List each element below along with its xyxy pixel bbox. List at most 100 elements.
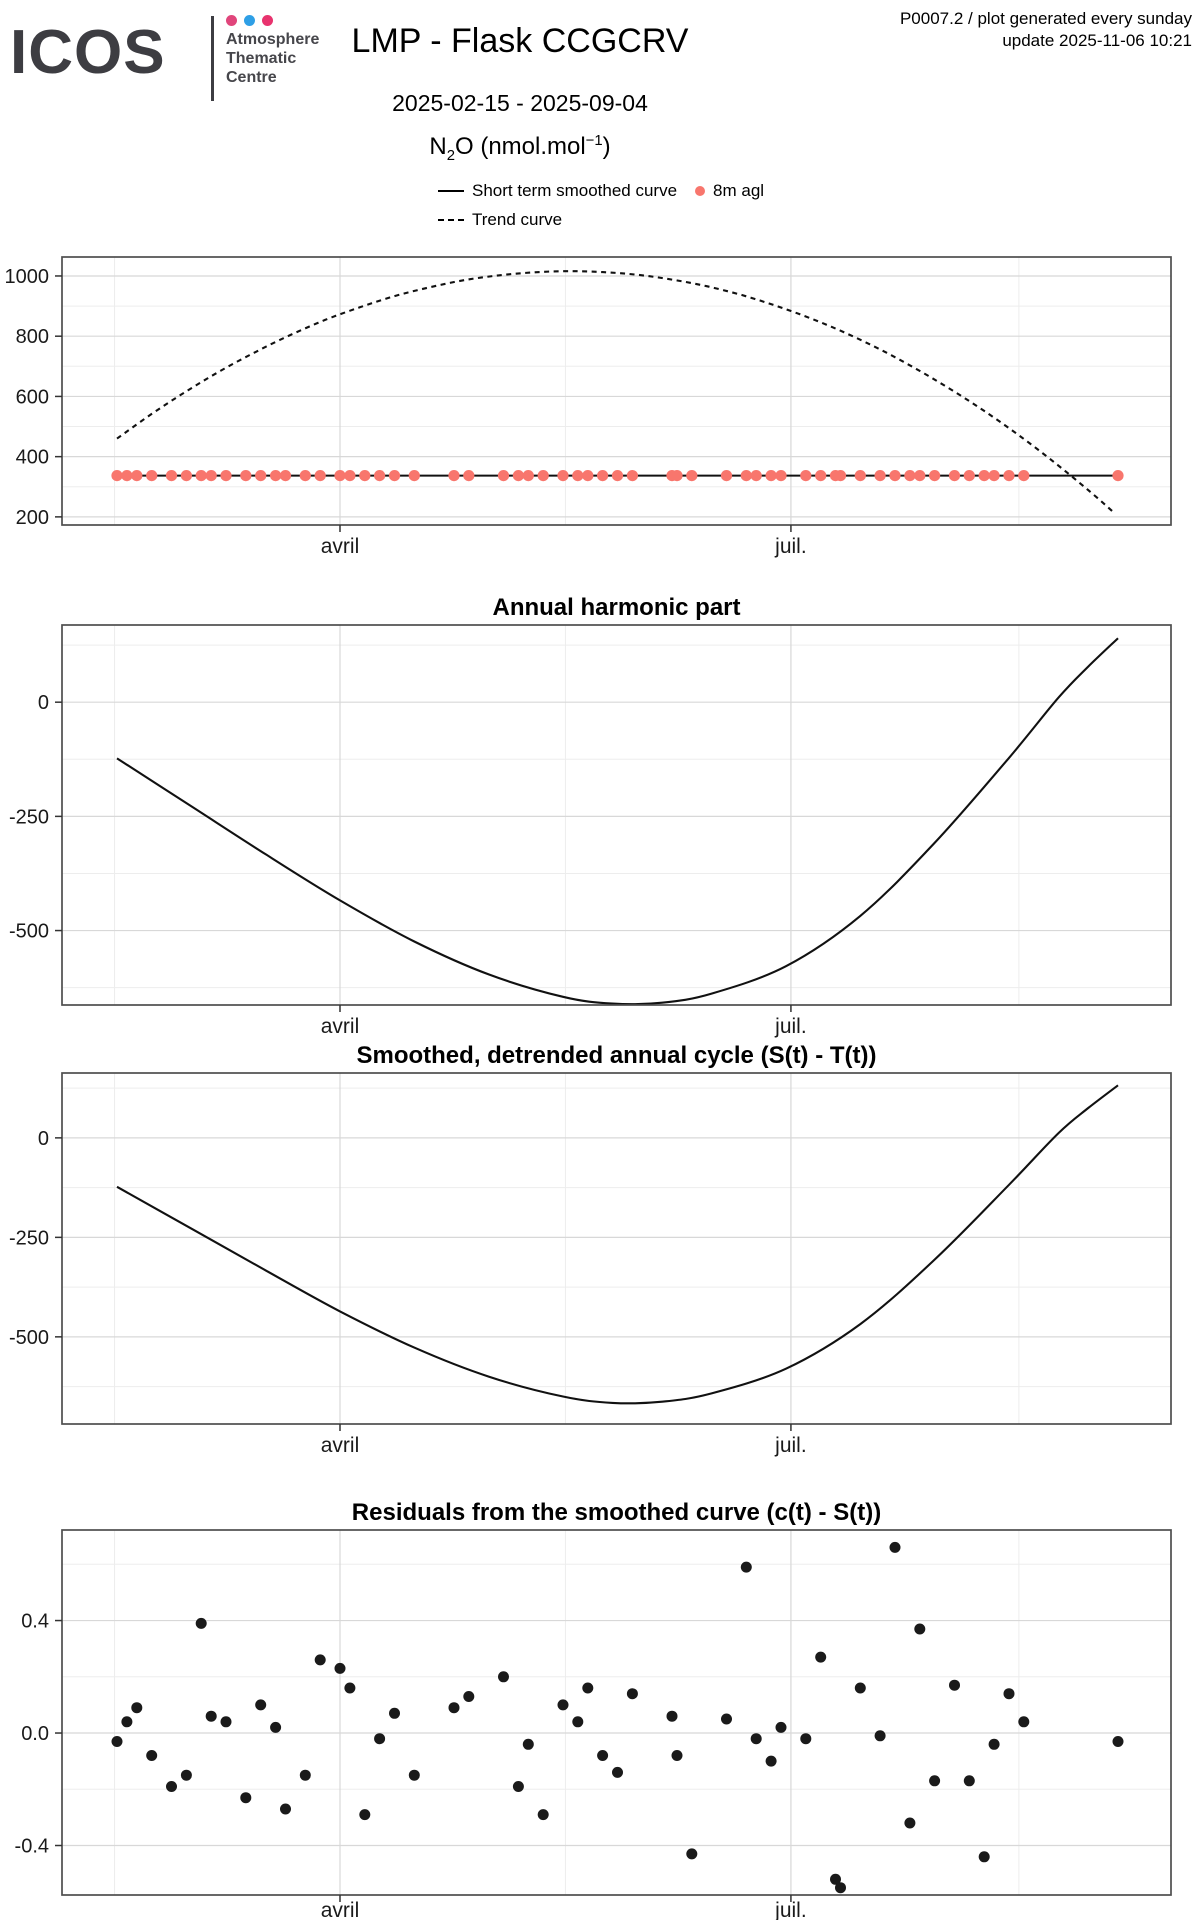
data-point [255, 1699, 267, 1711]
data-point [408, 1769, 420, 1781]
data-point [537, 1809, 549, 1821]
data-point [314, 1654, 326, 1666]
logo-unit-line2: Thematic [226, 50, 297, 67]
data-point [765, 470, 777, 482]
panel-3-series [116, 1084, 1119, 1405]
panel-3-grid [62, 1073, 1171, 1424]
data-point [255, 470, 267, 482]
data-point [299, 1769, 311, 1781]
species-close: ) [602, 133, 611, 160]
logo-divider [211, 16, 214, 101]
smoothed-curve [116, 1084, 1119, 1405]
legend-row-1: Short term smoothed curve 8m agl [438, 181, 764, 201]
brand-dots-icon [226, 15, 273, 26]
data-point [800, 1733, 812, 1745]
x-tick-label: avril [321, 1899, 360, 1920]
data-point [988, 470, 1000, 482]
data-point [611, 470, 624, 482]
panel-title: Annual harmonic part [492, 594, 740, 621]
data-point [929, 1775, 941, 1787]
panel-border [61, 1529, 1172, 1896]
data-point [220, 470, 232, 482]
data-point [359, 470, 371, 482]
data-point [889, 470, 901, 482]
data-point [904, 470, 916, 482]
x-tick-label: juil. [774, 535, 807, 558]
y-tick-label: 800 [16, 326, 49, 348]
data-point [205, 470, 217, 482]
panel-border [61, 1072, 1172, 1425]
data-point [1018, 1716, 1030, 1728]
data-point [121, 470, 133, 482]
data-point [389, 1707, 400, 1719]
y-tick-label: -0.4 [15, 1836, 49, 1858]
data-point [166, 1781, 177, 1792]
data-point [721, 1713, 732, 1725]
data-point [240, 470, 252, 482]
panel-4: 0.4 0.0 -0.4 avril juil. Residuals from the s… [15, 1499, 1172, 1920]
species-subscript: 2 [446, 147, 455, 164]
data-point [146, 1750, 158, 1761]
solid-line-key-icon [438, 190, 464, 192]
data-point [740, 470, 752, 482]
data-point [854, 470, 866, 482]
y-tick-label: -250 [9, 1227, 49, 1249]
data-point [344, 470, 356, 482]
data-point [874, 1730, 886, 1742]
panel-4-axes: 0.4 0.0 -0.4 avril juil. [15, 1611, 807, 1920]
data-point [557, 470, 569, 482]
trend-curve-legend-label: Trend curve [472, 210, 563, 229]
data-point [180, 470, 192, 482]
data-point [1003, 1688, 1015, 1700]
panel-3: 0 -250 -500 avril juil. Smoothed, detrended a… [9, 1042, 1172, 1457]
data-point [815, 470, 827, 482]
data-point [121, 1716, 133, 1728]
generation-info: P0007.2 / plot generated every sunday up… [900, 8, 1192, 52]
data-point [131, 470, 143, 482]
species-prefix: N [429, 133, 447, 160]
data-point [165, 470, 178, 482]
panel-1-grid [62, 257, 1171, 525]
x-tick-label: avril [321, 535, 360, 558]
date-range-subtitle: 2025-02-15 - 2025-09-04 [392, 90, 648, 116]
y-tick-label: 400 [16, 447, 49, 469]
legend-row-2: Trend curve [438, 210, 562, 230]
species-label: N2O (nmol.mol−1) [250, 133, 790, 164]
data-point [929, 470, 941, 482]
data-point [963, 1775, 975, 1787]
data-point [463, 1691, 475, 1702]
data-point [448, 1702, 460, 1714]
data-point [671, 470, 683, 482]
data-point [720, 470, 733, 482]
data-point [522, 470, 534, 482]
panel-2-grid [62, 625, 1171, 1005]
data-point [612, 1766, 623, 1778]
panel-title: Smoothed, detrended annual cycle (S(t) -… [356, 1042, 876, 1069]
y-tick-label: 0 [38, 1128, 49, 1150]
data-point [299, 470, 311, 482]
data-point [800, 470, 812, 482]
data-point [408, 470, 420, 482]
data-point [949, 1679, 960, 1691]
x-tick-label: juil. [774, 1015, 807, 1038]
data-point [497, 470, 510, 482]
brand-dot-magenta-icon [262, 15, 273, 26]
panel-2: 0 -250 -500 avril juil. Annual harmonic part [9, 594, 1172, 1038]
data-point [834, 470, 847, 482]
data-point [830, 1873, 841, 1885]
data-point [359, 1809, 371, 1821]
data-point [854, 1682, 866, 1694]
y-tick-label: 1000 [5, 266, 50, 288]
panel-1-series [111, 270, 1124, 513]
y-tick-label: 0.4 [21, 1611, 49, 1633]
species-exponent: −1 [585, 133, 603, 149]
panel-4-grid [62, 1530, 1171, 1895]
x-tick-label: juil. [774, 1434, 807, 1457]
data-point [963, 470, 975, 482]
brand-dot-pink-icon [226, 15, 237, 26]
logo-unit-name: Atmosphere Thematic Centre [226, 30, 319, 87]
data-point [344, 1682, 356, 1694]
data-point [498, 1671, 509, 1683]
data-point [775, 1721, 787, 1733]
